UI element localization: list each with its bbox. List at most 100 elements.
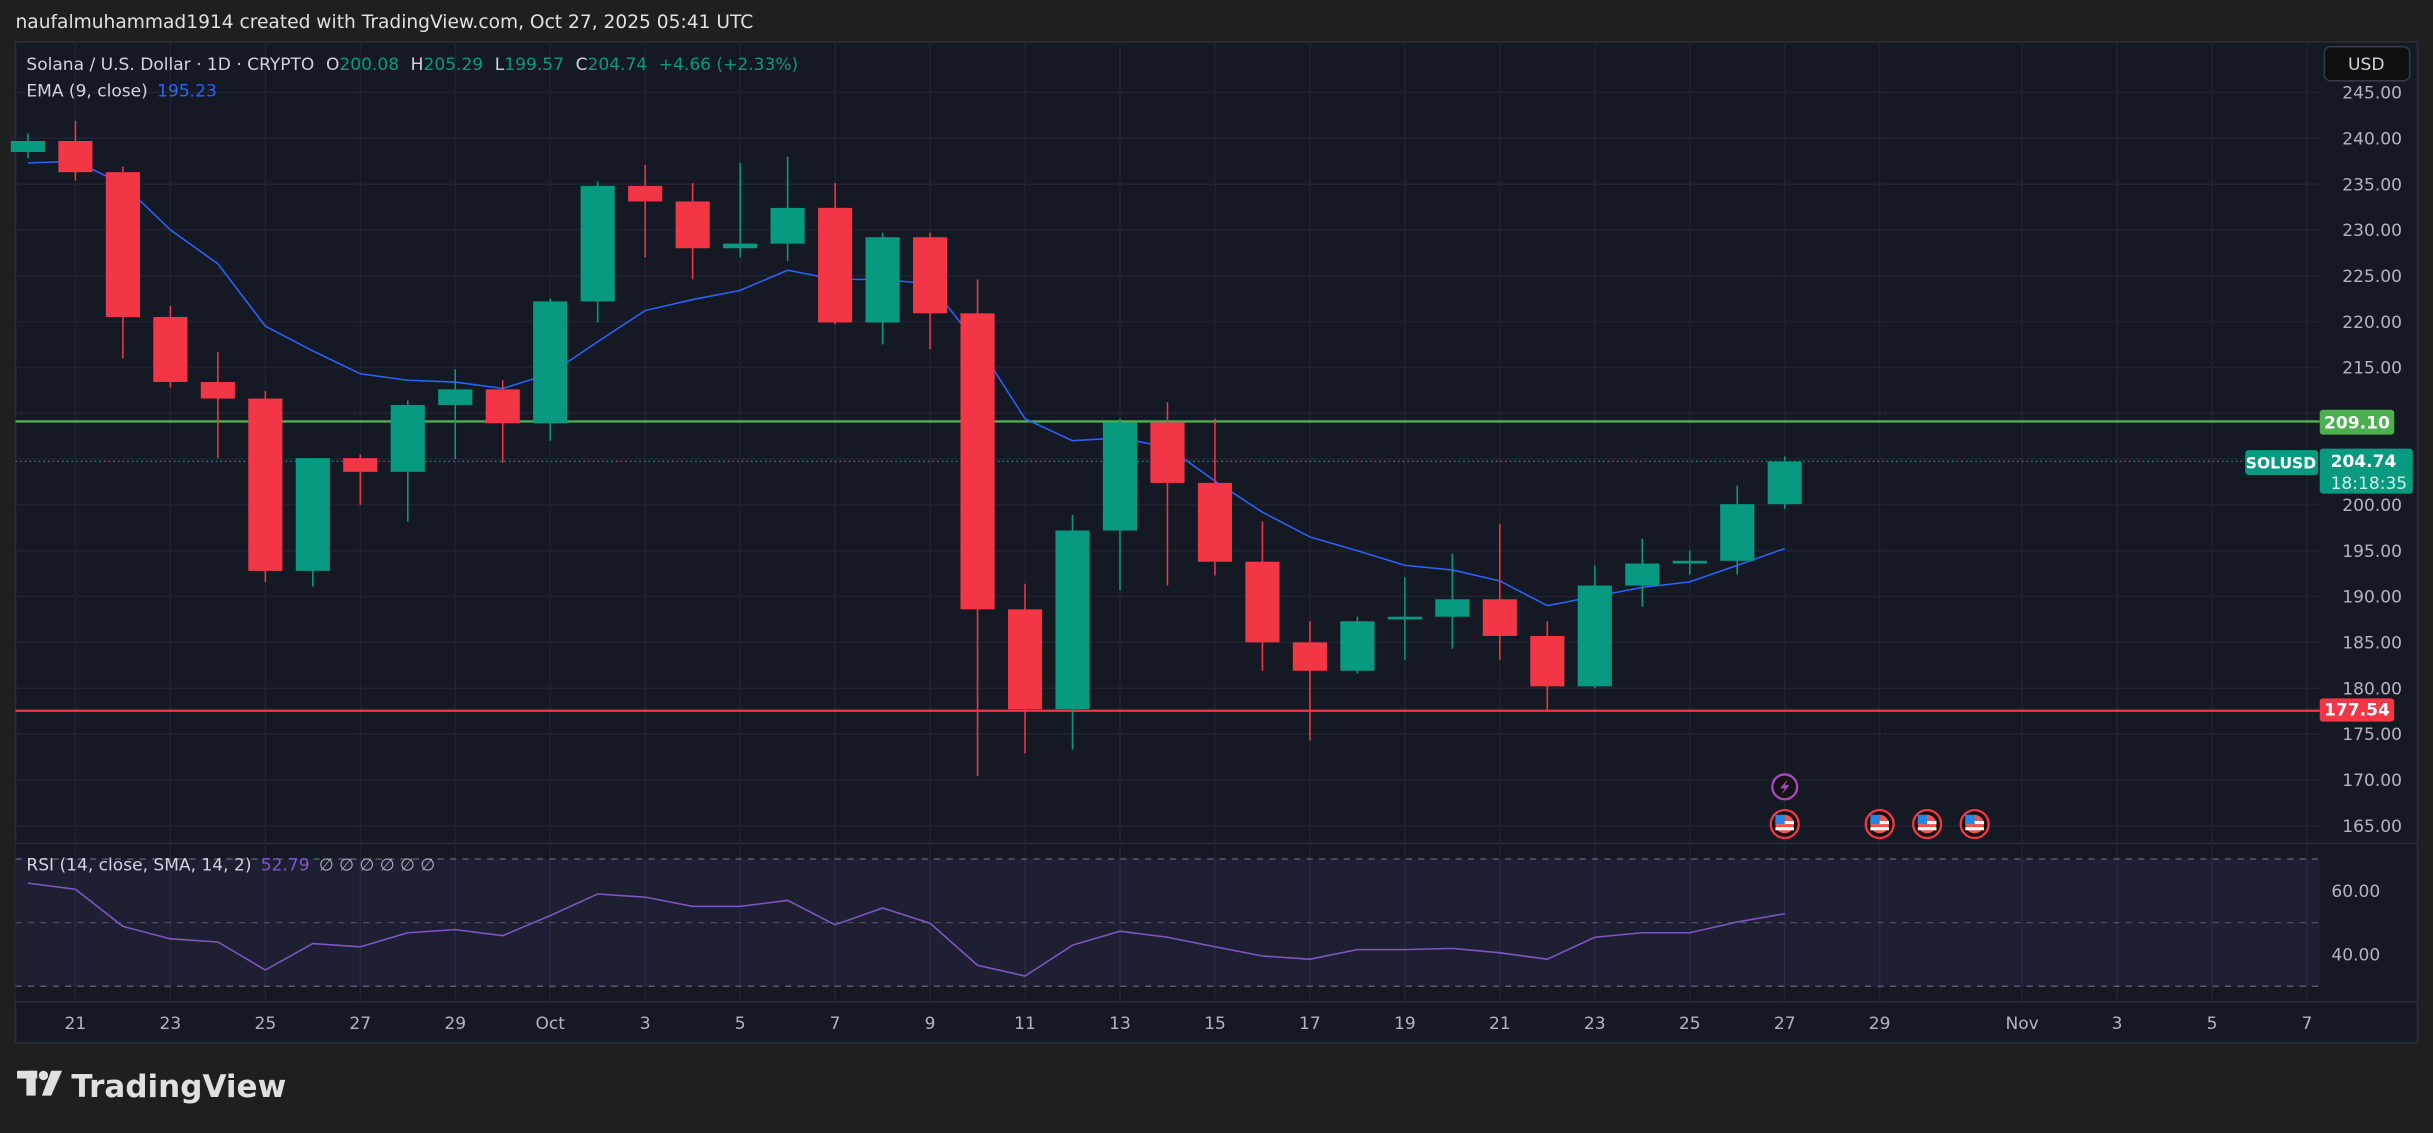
bearish-candle (1197, 418, 1233, 576)
open-value: 200.08 (339, 55, 399, 75)
candle-body (1577, 585, 1612, 687)
time-tick-label: 3 (640, 1014, 651, 1034)
bullish-candle (1340, 616, 1375, 674)
us-flag-icon[interactable] (1769, 808, 1800, 840)
price-tick-label: 185.00 (2342, 634, 2402, 654)
candles (10, 120, 1802, 777)
candle-body (960, 313, 995, 610)
lightning-icon[interactable] (1771, 773, 1799, 801)
bearish-candle (912, 232, 948, 350)
candle-body (1245, 561, 1280, 643)
candle-body (865, 237, 900, 323)
rsi-na-values: ∅ ∅ ∅ ∅ ∅ ∅ (319, 856, 435, 876)
bullish-candle (533, 298, 568, 441)
bullish-candle (1625, 538, 1660, 607)
price-tick-label: 215.00 (2342, 359, 2402, 379)
bullish-candle (770, 156, 805, 262)
time-tick-label: Nov (2005, 1014, 2038, 1034)
candle-body (723, 243, 758, 249)
time-tick-label: 27 (349, 1014, 371, 1034)
ema-legend[interactable]: EMA (9, close) 195.23 (26, 81, 216, 101)
bearish-candle (153, 305, 188, 388)
bearish-candle (1292, 621, 1327, 741)
us-flag-icon[interactable] (1912, 808, 1943, 840)
bullish-candle (1387, 577, 1422, 660)
candle-body (1435, 599, 1470, 617)
candle-body (1625, 563, 1660, 586)
flag-canton (1917, 814, 1928, 825)
candle-body (248, 398, 283, 571)
candle-body (1387, 616, 1422, 620)
time-tick-label: 27 (1774, 1014, 1796, 1034)
ema-polyline (27, 160, 1785, 607)
candle-body (675, 201, 710, 249)
us-flag-icon[interactable] (1959, 808, 1990, 840)
time-tick-label: 3 (2112, 1014, 2123, 1034)
rsi-value: 52.79 (261, 856, 310, 876)
bearish-candle (628, 164, 663, 258)
bullish-candle (865, 232, 900, 345)
rsi-legend[interactable]: RSI (14, close, SMA, 14, 2) 52.79 ∅ ∅ ∅ ∅ … (26, 856, 435, 876)
candle-body (1055, 530, 1090, 710)
change-value: +4.66 (+2.33%) (659, 55, 798, 75)
bullish-candle (1102, 418, 1138, 591)
time-tick-label: 19 (1394, 1014, 1416, 1034)
candle-body (343, 458, 378, 472)
candle-body (485, 389, 520, 424)
bearish-candle (248, 391, 283, 582)
time-axis[interactable]: 21 23 25 27 29 Oct 3 5 7 9 11 13 15 17 19 21 23 25 27 29 Nov… (65, 1014, 2313, 1034)
candle-body (912, 237, 948, 314)
price-axis[interactable]: 165.00 170.00 175.00 180.00 185.00 190.00 195.… (2331, 84, 2402, 966)
svg-text:SOLUSD: SOLUSD (2246, 455, 2316, 473)
bearish-candle (1007, 583, 1043, 754)
time-tick-label: 21 (1489, 1014, 1511, 1034)
us-flag-icon[interactable] (1864, 808, 1895, 840)
candle-body (1482, 599, 1517, 636)
candle-body (1340, 621, 1375, 671)
price-tick-label: 200.00 (2342, 496, 2402, 516)
price-tick-label: 230.00 (2342, 221, 2402, 241)
candle-body (1530, 635, 1565, 687)
credit-text: naufalmuhammad1914 created with TradingV… (16, 12, 754, 33)
rsi-tick-label: 60.00 (2331, 882, 2380, 902)
candle-body (1150, 422, 1185, 483)
rsi-indicator (15, 858, 2320, 987)
candle-body (818, 207, 853, 323)
time-tick-label: 7 (2302, 1014, 2313, 1034)
candle-body (153, 316, 188, 383)
economic-events[interactable] (1769, 773, 1990, 840)
candle-body (1292, 642, 1327, 671)
price-tick-label: 220.00 (2342, 313, 2402, 333)
candle-body (1767, 461, 1802, 505)
bearish-candle (1530, 621, 1565, 713)
tradingview-logo[interactable]: TradingView (17, 1069, 286, 1105)
ema-value: 195.23 (157, 81, 217, 101)
bullish-candle (10, 133, 45, 159)
currency-button[interactable]: USD (2323, 45, 2411, 82)
flag-stripe (1965, 827, 1984, 831)
close-value: 204.74 (587, 55, 647, 75)
flag-canton (1965, 814, 1975, 825)
svg-text:177.54: 177.54 (2324, 700, 2390, 720)
time-tick-label: 23 (160, 1014, 182, 1034)
bearish-candle (1482, 524, 1517, 660)
time-tick-label: Oct (535, 1014, 565, 1034)
candle-body (1720, 504, 1755, 561)
price-tick-label: 170.00 (2342, 771, 2402, 791)
price-tick-label: 225.00 (2342, 267, 2402, 287)
candle-body (580, 185, 615, 302)
time-tick-label: 17 (1299, 1014, 1321, 1034)
last-price-label: 204.74 18:18:35 (2319, 448, 2413, 494)
flag-stripe (1917, 827, 1937, 831)
lightning-glyph (1780, 779, 1790, 795)
time-tick-label: 15 (1204, 1014, 1226, 1034)
svg-text:TradingView: TradingView (71, 1069, 286, 1105)
price-tick-label: 195.00 (2342, 542, 2402, 562)
bullish-candle (580, 181, 615, 323)
resistance-price-label: 209.10 (2319, 409, 2395, 435)
low-value: 199.57 (504, 55, 564, 75)
rsi-tick-label: 40.00 (2331, 946, 2380, 966)
bullish-candle (1720, 485, 1755, 575)
bar-countdown: 18:18:35 (2331, 474, 2408, 494)
